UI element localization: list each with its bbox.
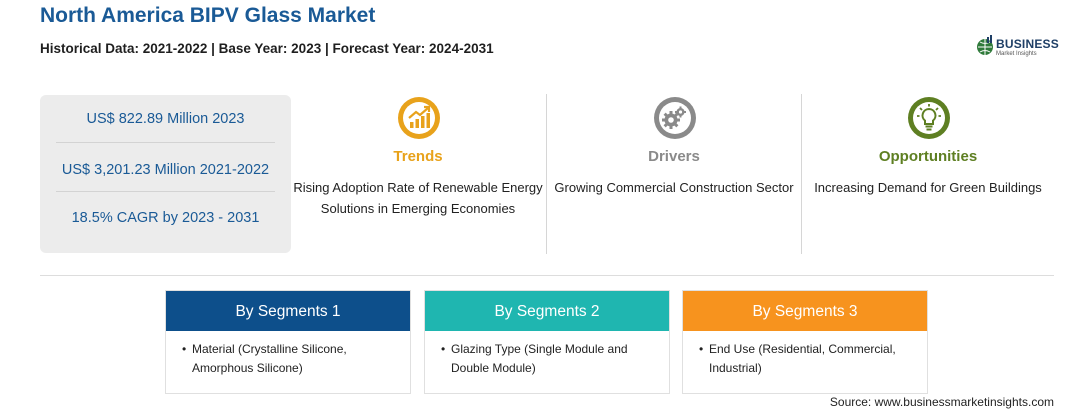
segment-card-1: By Segments 1 • Material (Crystalline Si… (165, 290, 411, 394)
logo-name: BUSINESS (996, 37, 1059, 51)
lightbulb-icon (908, 97, 950, 139)
drivers-column: Drivers Growing Commercial Construction … (549, 96, 799, 256)
opportunities-heading: Opportunities (878, 148, 978, 165)
gears-icon (654, 97, 696, 139)
bullet-icon: • (182, 342, 187, 356)
business-market-insights-logo: BUSINESS Market Insights (975, 35, 1059, 61)
stat-cagr: 18.5% CAGR by 2023 - 2031 (71, 210, 260, 226)
opportunities-text: Increasing Demand for Green Buildings (814, 180, 1042, 195)
stat-historical-value: US$ 3,201.23 Million 2021-2022 (61, 162, 270, 178)
bullet-icon: • (441, 342, 446, 356)
drivers-text: Growing Commercial Construction Sector (554, 180, 794, 195)
segment-2-title: By Segments 2 (425, 291, 669, 331)
logo-tagline: Market Insights (996, 51, 1037, 57)
bullet-icon: • (699, 342, 704, 356)
trend-chart-icon (398, 97, 440, 139)
globe-logo-icon (977, 35, 993, 55)
page-subtitle: Historical Data: 2021-2022 | Base Year: … (40, 41, 494, 56)
column-divider (546, 94, 547, 254)
trends-column: Trends Rising Adoption Rate of Renewable… (293, 96, 543, 256)
segment-3-title: By Segments 3 (683, 291, 927, 331)
segment-2-body: • Glazing Type (Single Module and Double… (425, 331, 669, 378)
stat-divider (56, 191, 275, 192)
segment-1-body: • Material (Crystalline Silicone, Amorph… (166, 331, 410, 378)
stat-divider (56, 142, 275, 143)
page-title: North America BIPV Glass Market (40, 4, 376, 27)
segment-1-item: Material (Crystalline Silicone, Amorphou… (192, 342, 347, 375)
market-stats-box: US$ 822.89 Million 2023 US$ 3,201.23 Mil… (40, 95, 291, 253)
column-divider (801, 94, 802, 254)
section-divider (40, 275, 1054, 276)
segment-card-2: By Segments 2 • Glazing Type (Single Mod… (424, 290, 670, 394)
segment-3-body: • End Use (Residential, Commercial, Indu… (683, 331, 927, 378)
source-note: Source: www.businessmarketinsights.com (829, 395, 1054, 409)
segment-card-3: By Segments 3 • End Use (Residential, Co… (682, 290, 928, 394)
opportunities-column: Opportunities Increasing Demand for Gree… (803, 96, 1053, 256)
trends-text: Rising Adoption Rate of Renewable Energy… (293, 180, 543, 216)
drivers-heading: Drivers (648, 148, 700, 165)
segment-2-item: Glazing Type (Single Module and Double M… (451, 342, 628, 375)
segment-1-title: By Segments 1 (166, 291, 410, 331)
trends-heading: Trends (393, 148, 443, 165)
stat-market-value-2023: US$ 822.89 Million 2023 (86, 111, 245, 127)
segment-3-item: End Use (Residential, Commercial, Indust… (709, 342, 896, 375)
